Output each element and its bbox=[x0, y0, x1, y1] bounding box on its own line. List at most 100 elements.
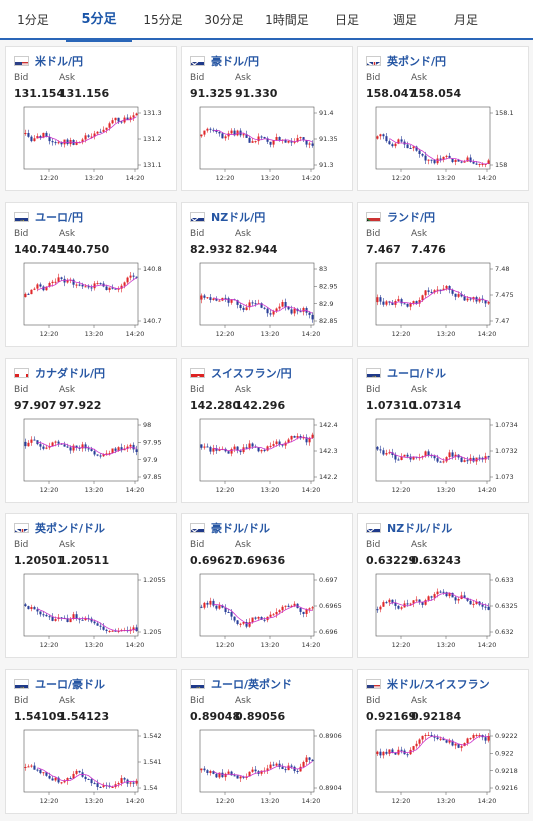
candle-body bbox=[212, 448, 215, 452]
candle-body bbox=[287, 306, 290, 310]
y-tick-label: 142.4 bbox=[319, 421, 338, 429]
candle-body bbox=[209, 297, 212, 300]
candle-body bbox=[132, 115, 135, 118]
ask-value: 82.944 bbox=[235, 243, 278, 256]
pair-link[interactable]: 米ドル/スイスフラン bbox=[366, 677, 490, 691]
candle-body bbox=[105, 127, 108, 130]
x-tick-label: 14:20 bbox=[478, 797, 497, 805]
tab-2[interactable]: 15分足 bbox=[143, 13, 183, 27]
ask-label: Ask bbox=[235, 385, 252, 395]
pair-link[interactable]: 豪ドル/円 bbox=[190, 54, 259, 68]
y-tick-label: 91.3 bbox=[319, 161, 333, 169]
candle-body bbox=[102, 626, 105, 630]
candle-body bbox=[66, 618, 69, 622]
candle-body bbox=[427, 735, 430, 736]
candle-body bbox=[126, 117, 129, 120]
candle-body bbox=[469, 157, 472, 162]
y-tick-label: 97.85 bbox=[143, 473, 162, 481]
pair-link[interactable]: NZドル/ドル bbox=[366, 521, 452, 535]
x-tick-label: 12:20 bbox=[392, 486, 411, 494]
pair-link[interactable]: 米ドル/円 bbox=[14, 54, 83, 68]
candle-body bbox=[284, 605, 287, 607]
candle-body bbox=[457, 599, 460, 601]
tab-3[interactable]: 30分足 bbox=[204, 13, 244, 27]
x-tick-label: 14:20 bbox=[126, 486, 145, 494]
pair-link[interactable]: ユーロ/英ポンド bbox=[190, 677, 292, 691]
candle-body bbox=[215, 773, 218, 778]
candle-body bbox=[69, 447, 72, 451]
y-tick-label: 97.9 bbox=[143, 456, 157, 464]
candle-body bbox=[418, 150, 421, 154]
candle-body bbox=[48, 137, 51, 142]
x-tick-label: 14:20 bbox=[478, 486, 497, 494]
tab-0[interactable]: 1分足 bbox=[17, 13, 49, 27]
candle-body bbox=[42, 614, 45, 616]
pair-link[interactable]: 英ポンド/ドル bbox=[14, 521, 105, 535]
nz-jp-flag-icon bbox=[190, 212, 205, 222]
tab-6[interactable]: 週足 bbox=[392, 13, 417, 27]
pair-link[interactable]: カナダドル/円 bbox=[14, 366, 105, 380]
candle-body bbox=[466, 738, 469, 743]
candle-body bbox=[484, 606, 487, 608]
currency-card: 英ポンド/ドル Bid Ask 1.20501 1.20511 1.2055 1.205 12… bbox=[5, 513, 177, 658]
candle-body bbox=[275, 441, 278, 444]
candle-body bbox=[227, 612, 230, 613]
moving-average-line bbox=[37, 277, 137, 291]
chart-area: 0.8906 0.8904 12:20 13:20 14:20 bbox=[190, 728, 346, 808]
y-tick-label: 158 bbox=[495, 161, 507, 169]
pair-link[interactable]: ランド/円 bbox=[366, 210, 435, 224]
candle-body bbox=[251, 302, 254, 304]
candle-body bbox=[469, 298, 472, 300]
candle-body bbox=[290, 309, 293, 314]
x-tick-label: 14:20 bbox=[126, 641, 145, 649]
pair-link[interactable]: 英ポンド/円 bbox=[366, 54, 446, 68]
tab-1[interactable]: 5分足 bbox=[66, 0, 132, 42]
candle-body bbox=[221, 605, 224, 608]
price-chart: 98 97.95 97.9 97.85 12:20 13:20 14:20 bbox=[23, 418, 162, 494]
candle-body bbox=[45, 772, 48, 776]
candle-body bbox=[242, 776, 245, 778]
candle-body bbox=[311, 607, 314, 609]
candle-body bbox=[278, 763, 281, 767]
tab-4[interactable]: 1時間足 bbox=[265, 13, 309, 27]
y-tick-label: 140.7 bbox=[143, 317, 162, 325]
candle-body bbox=[448, 155, 451, 159]
candle-body bbox=[254, 769, 257, 772]
bid-value: 0.92169 bbox=[366, 710, 417, 723]
x-tick-label: 13:20 bbox=[85, 486, 104, 494]
candle-body bbox=[421, 154, 424, 156]
candle-body bbox=[412, 456, 415, 460]
pair-link[interactable]: ユーロ/ドル bbox=[366, 366, 446, 380]
pair-link[interactable]: ユーロ/円 bbox=[14, 210, 83, 224]
candle-body bbox=[90, 779, 93, 784]
candle-body bbox=[457, 294, 460, 297]
y-tick-label: 83 bbox=[319, 265, 327, 273]
tab-5[interactable]: 日足 bbox=[334, 13, 359, 27]
x-tick-label: 14:20 bbox=[126, 797, 145, 805]
y-tick-label: 97.95 bbox=[143, 439, 162, 447]
candle-body bbox=[66, 139, 69, 145]
tab-7[interactable]: 月足 bbox=[453, 13, 478, 27]
pair-link[interactable]: 豪ドル/ドル bbox=[190, 521, 270, 535]
candle-body bbox=[445, 155, 448, 157]
candle-body bbox=[87, 135, 90, 137]
bid-value: 1.07310 bbox=[366, 399, 417, 412]
moving-average-line bbox=[37, 442, 137, 456]
bid-value: 7.467 bbox=[366, 243, 401, 256]
candle-body bbox=[48, 283, 51, 287]
candle-body bbox=[290, 605, 293, 607]
y-tick-label: 1.542 bbox=[143, 732, 162, 740]
pair-link[interactable]: ユーロ/豪ドル bbox=[14, 677, 105, 691]
pair-link[interactable]: NZドル/円 bbox=[190, 210, 265, 224]
pair-name: 豪ドル/円 bbox=[211, 55, 260, 68]
candle-body bbox=[481, 164, 484, 165]
x-tick-label: 14:20 bbox=[302, 641, 321, 649]
pair-link[interactable]: スイスフラン/円 bbox=[190, 366, 292, 380]
ask-label: Ask bbox=[235, 696, 252, 706]
candle-body bbox=[311, 759, 314, 762]
x-tick-label: 13:20 bbox=[85, 797, 104, 805]
chart-area: 142.4 142.3 142.2 12:20 13:20 14:20 bbox=[190, 417, 346, 497]
candle-body bbox=[442, 461, 445, 463]
candle-body bbox=[466, 460, 469, 462]
candle-body bbox=[260, 617, 263, 620]
